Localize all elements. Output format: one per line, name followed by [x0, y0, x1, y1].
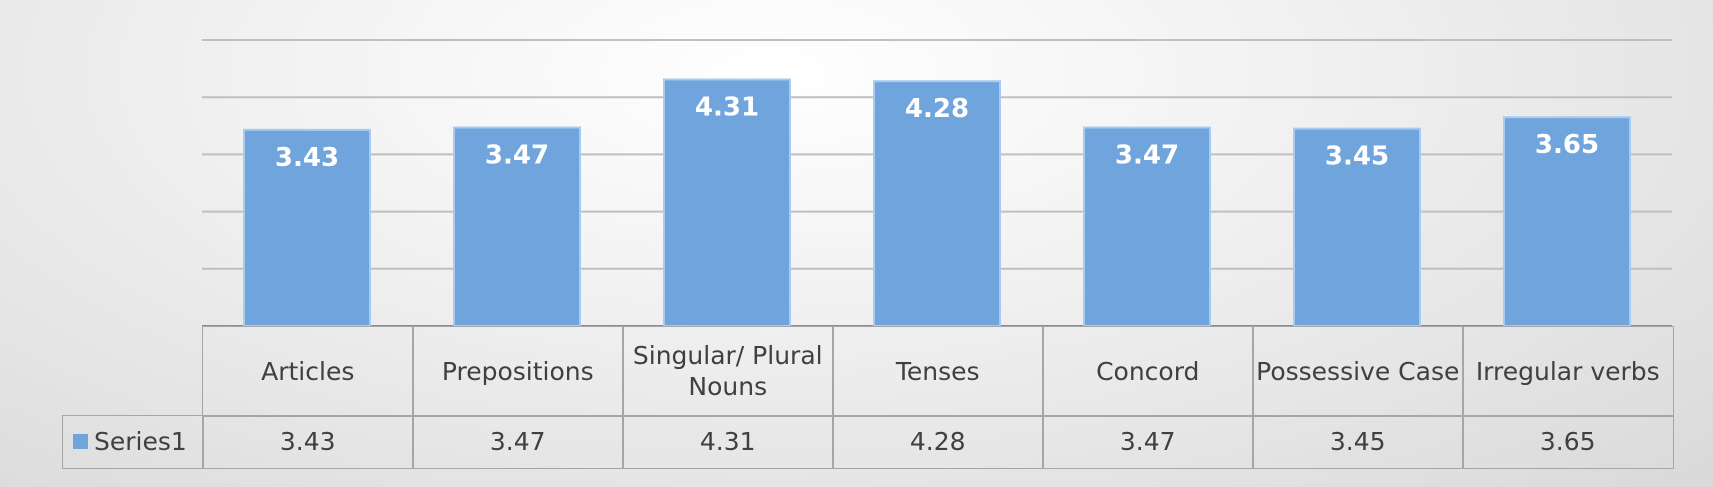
- value-label: 3.47: [1115, 141, 1179, 171]
- category-cell: Singular/ Plural Nouns: [622, 326, 834, 417]
- category-cell: Tenses: [832, 326, 1044, 417]
- bar: [453, 126, 581, 327]
- category-cell: Irregular verbs: [1462, 326, 1674, 417]
- table-value: 3.65: [1462, 415, 1674, 469]
- bar: [873, 80, 1001, 327]
- category-cell: Articles: [202, 326, 414, 417]
- table-value: 3.47: [412, 415, 624, 469]
- table-value: 3.45: [1252, 415, 1464, 469]
- category-cell: Prepositions: [412, 326, 624, 417]
- value-label: 3.43: [275, 143, 339, 173]
- legend-key: [73, 434, 88, 450]
- value-label: 3.47: [485, 141, 549, 171]
- bar: [1083, 126, 1211, 327]
- legend-label: Series1: [94, 427, 187, 457]
- bar: [1503, 116, 1631, 327]
- table-value: 3.43: [202, 415, 414, 469]
- value-label: 3.45: [1325, 142, 1389, 172]
- table-value: 4.31: [622, 415, 834, 469]
- table-value: 3.47: [1042, 415, 1254, 469]
- category-cell: Concord: [1042, 326, 1254, 417]
- category-cell: Possessive Case: [1252, 326, 1464, 417]
- bar: [663, 78, 791, 327]
- value-label: 4.31: [695, 92, 759, 122]
- value-label: 3.65: [1535, 130, 1599, 160]
- table-value: 4.28: [832, 415, 1044, 469]
- value-label: 4.28: [905, 94, 969, 124]
- series-header: Series1: [62, 415, 204, 469]
